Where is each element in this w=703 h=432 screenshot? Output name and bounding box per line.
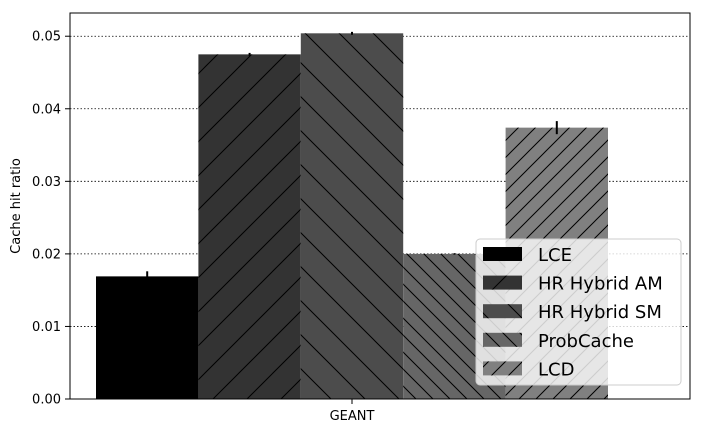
legend-label: LCD — [538, 359, 574, 380]
y-axis-label: Cache hit ratio — [9, 158, 24, 254]
y-tick-label: 0.01 — [32, 320, 61, 335]
bar-hr-hybrid-am — [198, 54, 301, 399]
x-axis: GEANT — [330, 399, 375, 424]
y-tick-label: 0.00 — [32, 393, 61, 408]
bar-hr-hybrid-sm — [300, 33, 404, 399]
legend-label: HR Hybrid AM — [538, 274, 663, 295]
bar-fill — [96, 276, 199, 399]
plot-frame — [69, 12, 691, 400]
legend-item: LCD — [483, 359, 574, 380]
y-tick-label: 0.02 — [32, 247, 61, 262]
y-axis: 0.00 0.01 0.02 0.03 0.04 0.05 — [32, 30, 70, 408]
y-tick-label: 0.04 — [32, 102, 61, 117]
bar-hatch — [198, 54, 301, 399]
legend-item: HR Hybrid AM — [483, 274, 663, 295]
legend-item: LCE — [483, 245, 572, 266]
legend-label: ProbCache — [538, 331, 634, 352]
y-tick-label: 0.05 — [32, 30, 61, 45]
bar-hatch — [300, 33, 404, 399]
legend: LCE HR Hybrid AM HR Hybrid SM ProbCache LCD — [475, 238, 682, 386]
legend-frame — [475, 238, 682, 386]
legend-swatch-hatch — [483, 332, 522, 347]
legend-item: HR Hybrid SM — [483, 302, 662, 323]
legend-swatch-hatch — [483, 361, 522, 376]
legend-label: HR Hybrid SM — [538, 302, 662, 323]
legend-swatch-hatch — [483, 275, 522, 290]
bar-lce — [96, 276, 199, 399]
legend-swatch — [483, 247, 522, 261]
legend-item: ProbCache — [483, 331, 634, 352]
legend-swatch-hatch — [483, 304, 522, 319]
error-bars — [146, 31, 558, 282]
legend-label: LCE — [538, 245, 572, 266]
x-tick-label: GEANT — [330, 409, 375, 424]
y-tick-label: 0.03 — [32, 175, 61, 190]
